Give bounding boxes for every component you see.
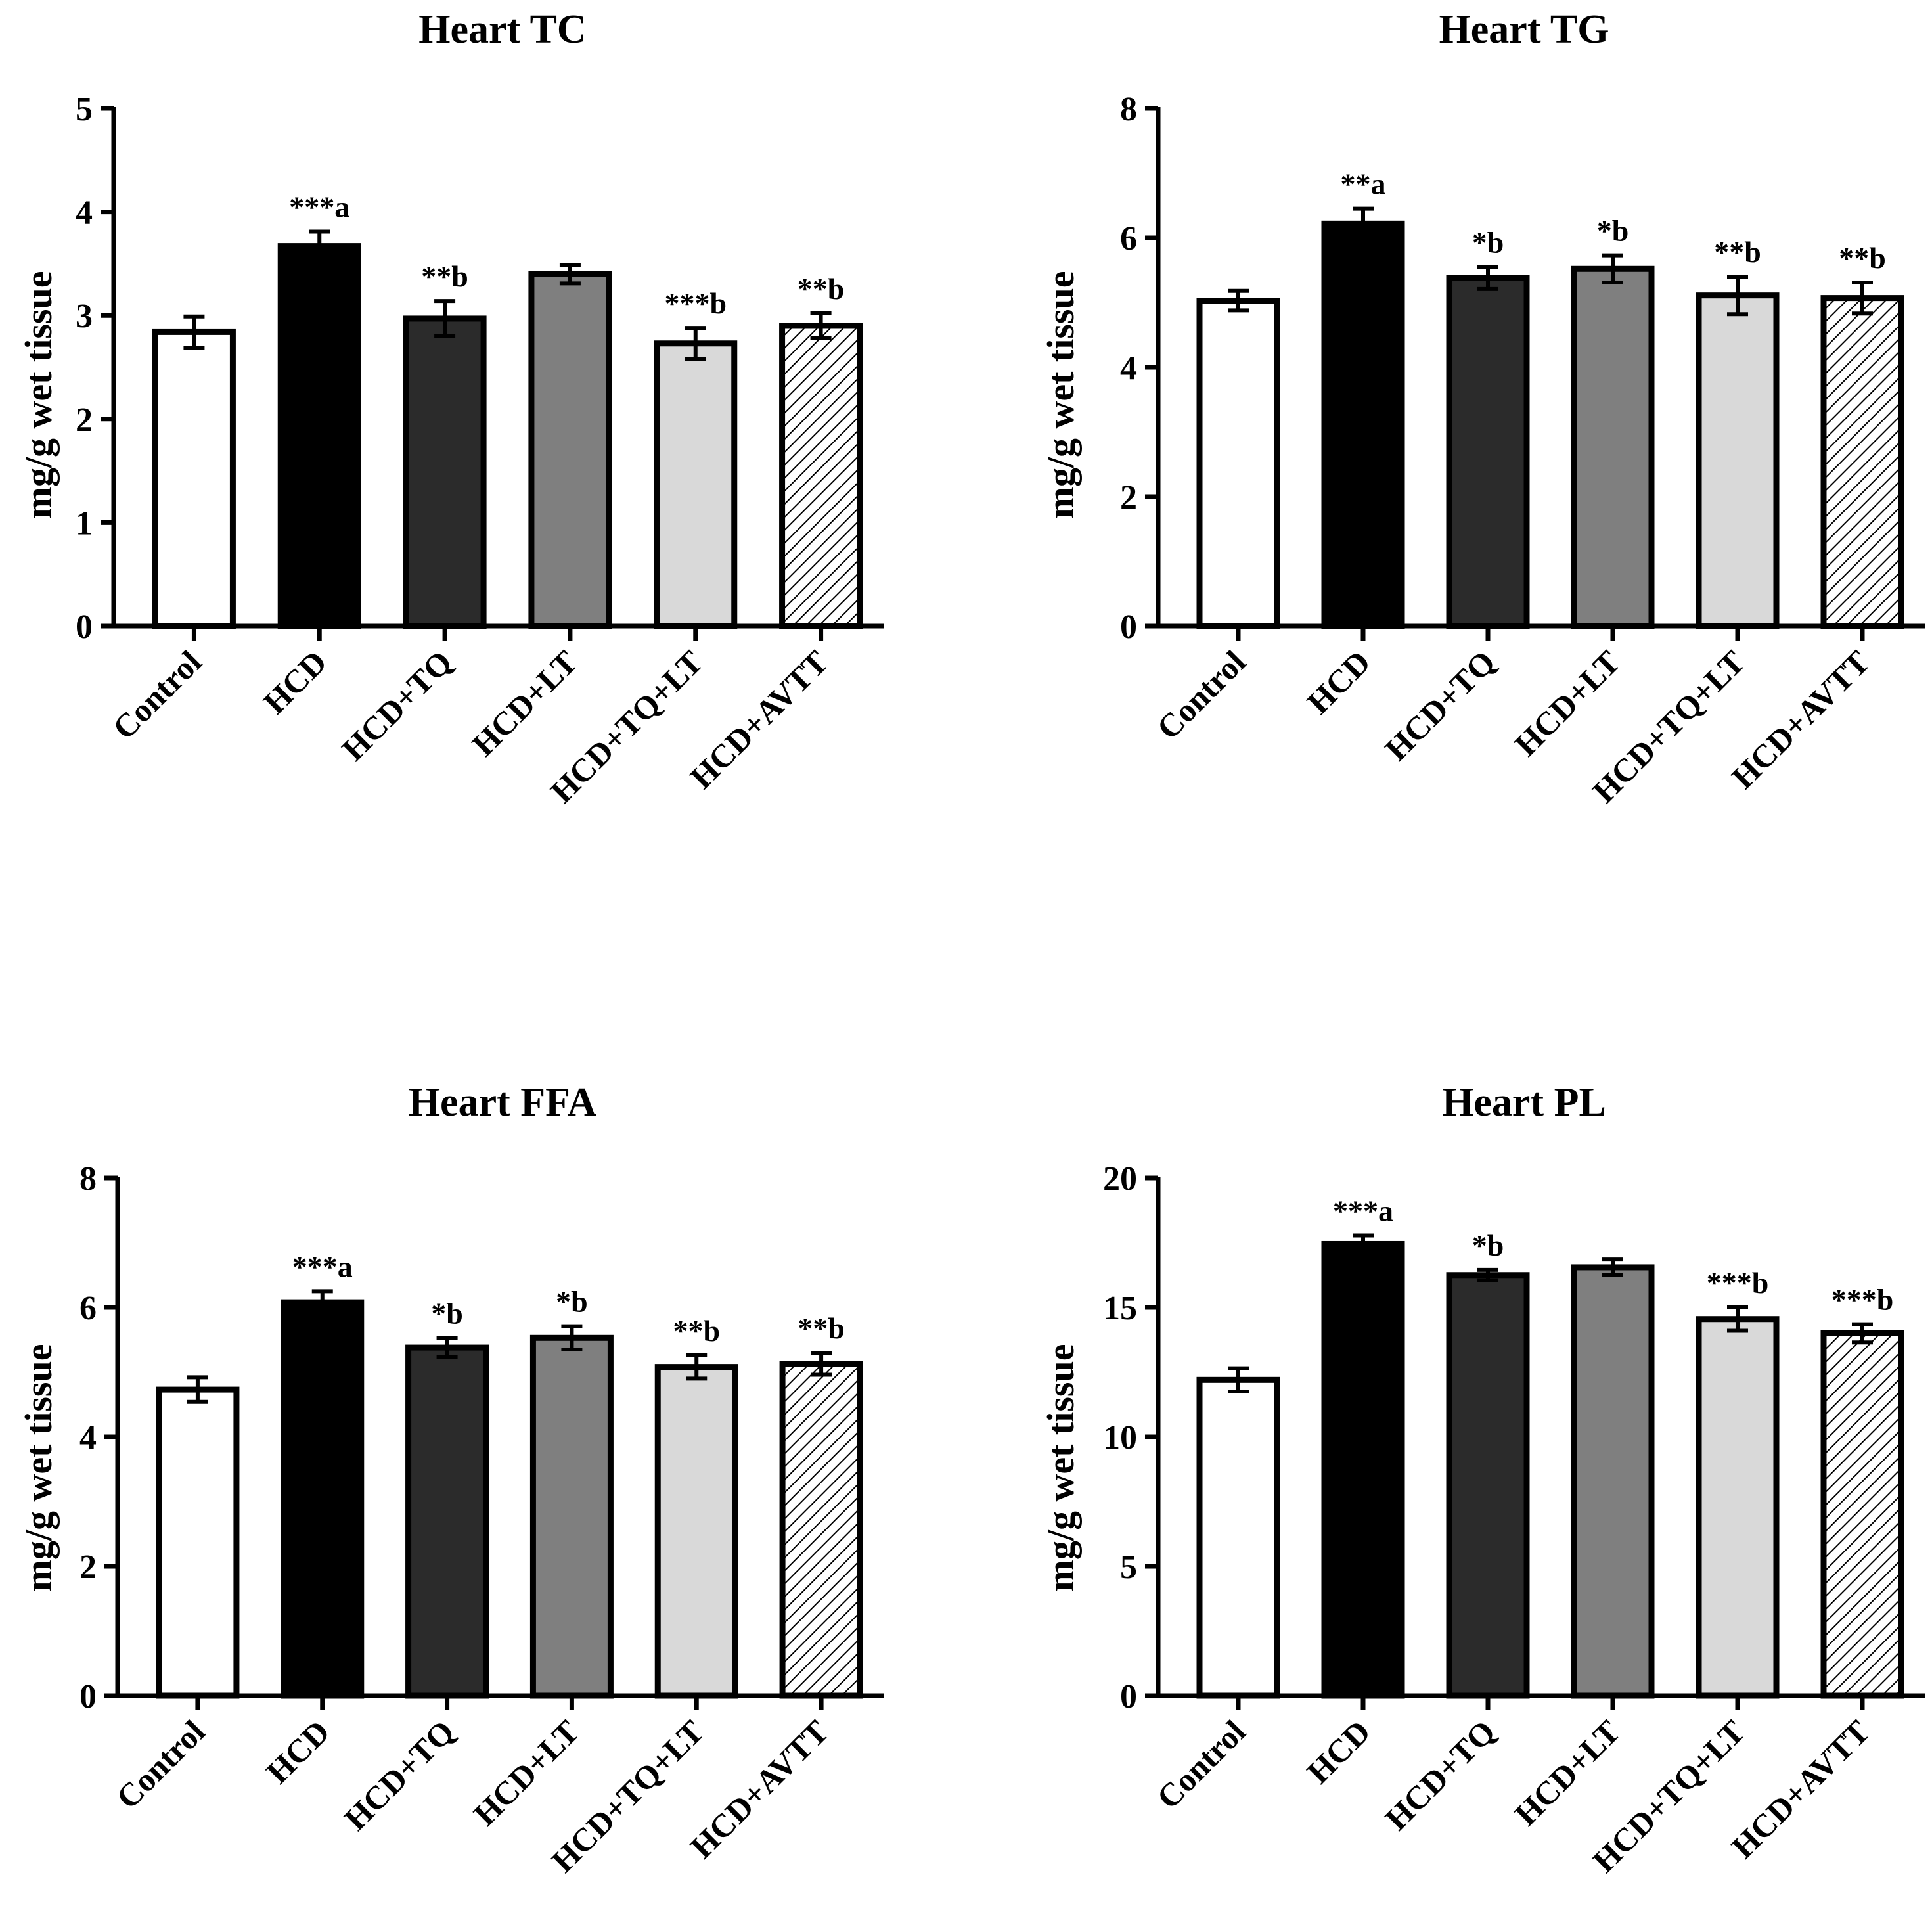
chart-heart-ffa: Heart FFA mg/g wet tissue 0 2 4 6 8 Control HC… (17, 1080, 884, 1880)
significance-label: ***a (292, 1250, 353, 1283)
category-label-hcd-lt: HCD+LT (1508, 1713, 1627, 1832)
bar-hcd-tq (1446, 275, 1530, 629)
bar-hcd (1321, 1240, 1405, 1699)
bar-hcd-avtt (1820, 1330, 1904, 1699)
category-label-hcd-tq: HCD+TQ (1378, 643, 1502, 767)
significance-label: ***b (664, 286, 727, 320)
bar-hcd-lt (1571, 265, 1655, 629)
category-label-hcd-lt: HCD+LT (1508, 643, 1627, 763)
significance-label: **b (421, 260, 468, 293)
category-label-hcd-tq: HCD+TQ (337, 1713, 461, 1837)
chart-heart-tc: Heart TC mg/g wet tissue 0 1 2 3 4 5 Control HC… (17, 7, 884, 810)
y-tick-label: 10 (1103, 1419, 1137, 1457)
bar-control (156, 1386, 240, 1699)
significance-label: **b (798, 272, 845, 306)
chart-title: Heart TC (418, 7, 586, 52)
chart-title: Heart TG (1439, 7, 1609, 52)
y-tick-label: 5 (76, 91, 93, 128)
category-label-control: Control (109, 1713, 212, 1816)
bar-hcd-lt (529, 1334, 614, 1699)
bar-hcd-avtt (1820, 295, 1904, 629)
y-axis-label: mg/g wet tissue (17, 1344, 60, 1592)
y-axis-label: mg/g wet tissue (1039, 1344, 1082, 1592)
y-tick-label: 6 (79, 1290, 97, 1327)
bar-hcd (277, 243, 361, 629)
y-tick-label: 4 (79, 1419, 97, 1457)
bar-control (152, 328, 236, 629)
bar-hcd-lt (528, 271, 612, 629)
y-tick-label: 0 (76, 608, 93, 646)
bar-hcd-tq-lt (1696, 1316, 1780, 1699)
y-tick-label: 6 (1120, 220, 1137, 258)
bar-hcd (1321, 220, 1405, 629)
category-label-hcd: HCD (256, 643, 334, 721)
significance-label: *b (1472, 1229, 1504, 1262)
category-label-hcd: HCD (259, 1713, 336, 1790)
bar-hcd-avtt (779, 1361, 863, 1699)
category-label-hcd-lt: HCD+LT (464, 643, 584, 763)
bar-hcd-lt (1571, 1264, 1655, 1699)
category-label-hcd-lt: HCD+LT (466, 1713, 586, 1832)
y-axis-label: mg/g wet tissue (1039, 271, 1082, 519)
significance-label: **a (1341, 168, 1386, 201)
chart-title: Heart FFA (409, 1080, 597, 1125)
y-tick-label: 2 (76, 401, 93, 439)
chart-heart-pl: Heart PL mg/g wet tissue 0 5 10 15 20 Control… (1039, 1080, 1925, 1880)
y-tick-label: 2 (79, 1549, 97, 1586)
significance-label: *b (431, 1296, 463, 1330)
category-label-hcd-tq: HCD+TQ (334, 643, 459, 767)
significance-label: **b (1839, 241, 1886, 275)
significance-label: ***b (1707, 1266, 1769, 1300)
significance-label: **b (798, 1311, 845, 1345)
y-tick-label: 15 (1103, 1290, 1137, 1327)
category-label-control: Control (105, 643, 208, 746)
significance-label: ***a (289, 191, 349, 224)
y-tick-label: 4 (1120, 350, 1137, 387)
bar-hcd-tq-lt (1696, 292, 1780, 629)
y-tick-label: 0 (1120, 1678, 1137, 1715)
significance-label: ***b (1831, 1283, 1894, 1317)
y-tick-label: 4 (76, 194, 93, 232)
category-label-hcd: HCD (1300, 1713, 1378, 1790)
bar-hcd (281, 1299, 365, 1699)
significance-label: ***a (1333, 1194, 1393, 1227)
y-tick-label: 2 (1120, 479, 1137, 516)
bar-hcd-avtt (779, 323, 863, 629)
category-label-control: Control (1150, 1713, 1253, 1816)
y-tick-label: 5 (1120, 1549, 1137, 1586)
significance-label: *b (1597, 214, 1629, 248)
significance-label: **b (673, 1314, 720, 1348)
chart-title: Heart PL (1442, 1080, 1606, 1125)
significance-label: **b (1714, 235, 1761, 269)
y-axis-label: mg/g wet tissue (17, 271, 60, 519)
category-label-control: Control (1150, 643, 1253, 746)
y-tick-label: 8 (1120, 91, 1137, 128)
bar-hcd-tq (405, 1344, 489, 1699)
category-label-hcd-tq: HCD+TQ (1378, 1713, 1502, 1837)
bar-control (1196, 1376, 1280, 1699)
y-tick-label: 1 (76, 505, 93, 542)
bar-hcd-tq (1446, 1272, 1530, 1699)
significance-label: *b (556, 1285, 588, 1319)
y-tick-label: 0 (1120, 608, 1137, 646)
significance-label: *b (1472, 225, 1504, 259)
bar-hcd-tq (403, 315, 487, 629)
category-label-hcd: HCD (1300, 643, 1378, 721)
bar-hcd-tq-lt (654, 1364, 738, 1699)
chart-heart-tg: Heart TG mg/g wet tissue 0 2 4 6 8 Control HCD… (1039, 7, 1925, 810)
y-tick-label: 8 (79, 1160, 97, 1198)
bar-control (1196, 298, 1280, 629)
y-tick-label: 20 (1103, 1160, 1137, 1198)
y-tick-label: 3 (76, 298, 93, 335)
y-tick-label: 0 (79, 1678, 97, 1715)
bar-hcd-tq-lt (654, 340, 738, 629)
